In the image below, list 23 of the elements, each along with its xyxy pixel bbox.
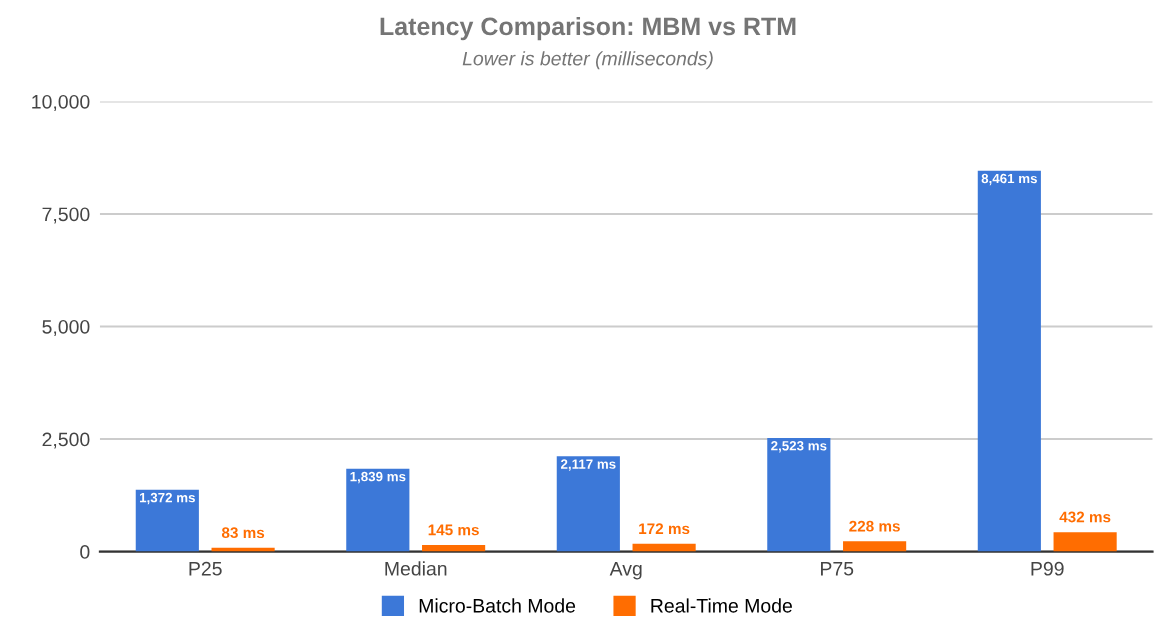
bar	[632, 543, 696, 552]
bar	[977, 170, 1041, 552]
legend-label: Real-Time Mode	[651, 598, 792, 613]
x-tick-label: P75	[821, 562, 854, 576]
x-tick-label: P25	[189, 561, 222, 576]
y-tick-label: 2,500	[42, 432, 90, 449]
bar	[556, 456, 620, 552]
bar	[1053, 532, 1117, 552]
legend-label: Micro-Batch Mode	[419, 598, 576, 613]
x-tick-label: Median	[385, 561, 447, 576]
y-tick-label: 7,500	[42, 207, 90, 224]
bar	[767, 438, 831, 552]
y-tick-label: 10,000	[32, 94, 90, 111]
chart-subtitle: Lower is better (milliseconds)	[462, 51, 713, 70]
y-tick-label: 5,000	[42, 319, 90, 337]
bar	[843, 541, 907, 552]
chart-title: Latency Comparison: MBM vs RTM	[380, 16, 796, 41]
bar	[346, 468, 410, 552]
y-tick-label: 0	[80, 545, 90, 559]
x-tick-label: Avg	[609, 562, 642, 580]
bar	[135, 489, 199, 552]
bar	[422, 545, 486, 552]
x-tick-label: P99	[1031, 561, 1064, 576]
